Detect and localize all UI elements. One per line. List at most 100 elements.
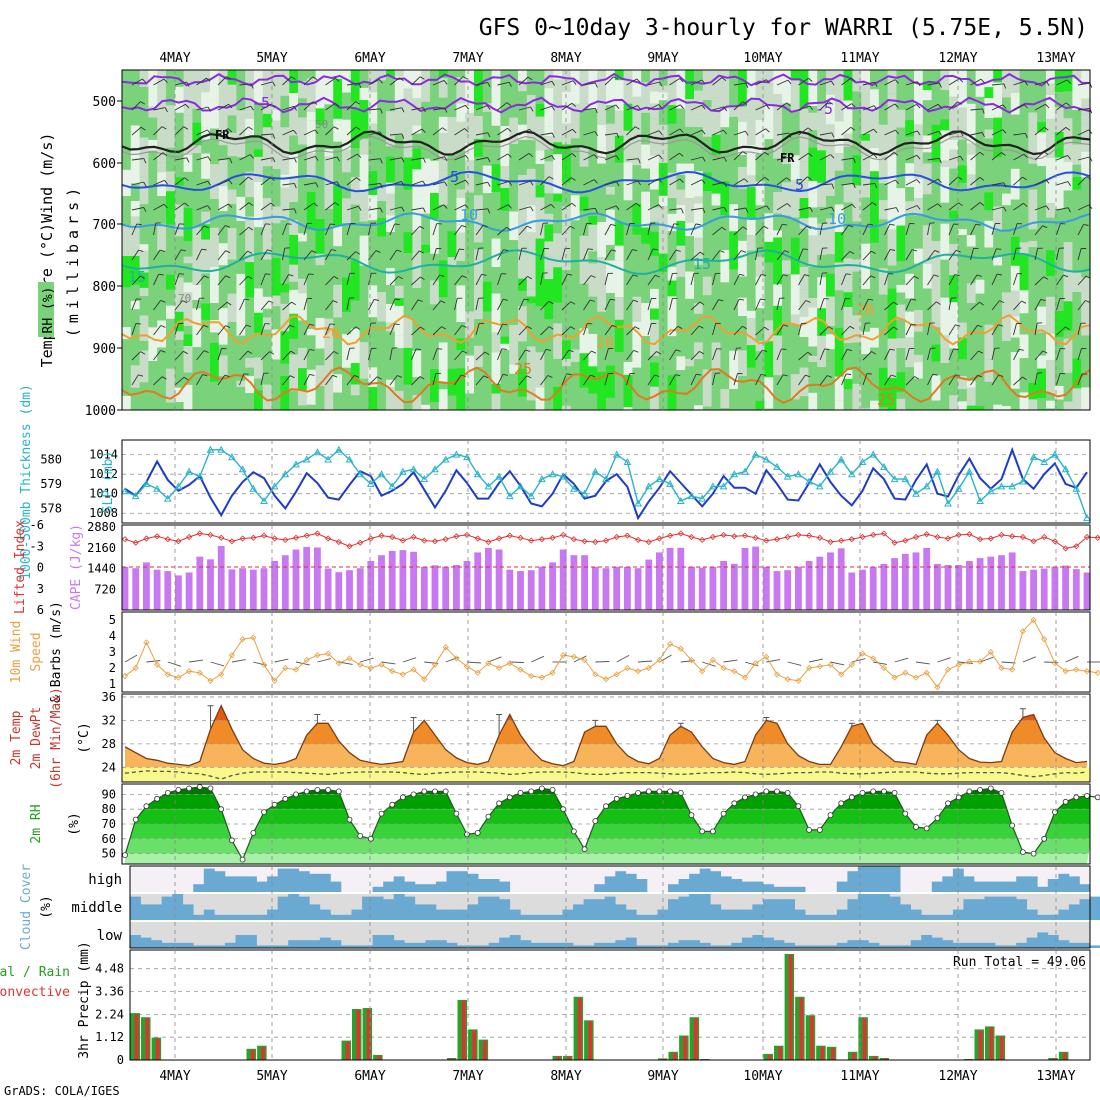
- cape-bar: [196, 556, 204, 610]
- thickness-marker: [986, 487, 995, 495]
- precip-tick-label: 2.24: [95, 1007, 124, 1021]
- wind-barb: [669, 78, 680, 86]
- wind-barb: [335, 102, 340, 107]
- wind-barb: [540, 132, 553, 136]
- cloud-bar: [161, 942, 173, 948]
- wind-barb: [721, 77, 727, 81]
- rh2m-marker: [613, 795, 620, 802]
- wind-barb: [847, 348, 853, 352]
- rh2m-marker: [699, 828, 706, 835]
- wind-barb: [272, 157, 276, 163]
- wind-barb: [355, 326, 361, 330]
- wind10m-marker: [624, 664, 631, 672]
- wind-barb: [1056, 181, 1069, 186]
- tick-label: 32: [102, 713, 116, 727]
- lifted-index-marker: [934, 533, 941, 541]
- wind10m-marker: [346, 655, 353, 662]
- wind-barb: [239, 202, 250, 211]
- wind-barb: [204, 275, 209, 279]
- wind-barb: [497, 226, 507, 236]
- rh2m-marker: [838, 800, 845, 807]
- wind-barb: [830, 80, 835, 86]
- cloud-bar: [573, 904, 584, 920]
- wind-barb: [626, 299, 634, 311]
- wind-barb: [669, 298, 673, 311]
- precip-convective-bar: [345, 1041, 350, 1060]
- wind-barb: [583, 131, 596, 136]
- wind-barb: [186, 81, 190, 87]
- wind-barb: [695, 223, 701, 226]
- wind-barb: [1056, 373, 1061, 386]
- wind-barb: [325, 323, 331, 336]
- wind-barb: [916, 130, 921, 136]
- cloud-bar: [763, 884, 774, 892]
- thickness-marker: [260, 496, 268, 504]
- wind10m-barb: [381, 661, 396, 665]
- temp2m-ylabel-a: 2m Temp: [9, 710, 24, 765]
- wind-barb: [932, 373, 938, 376]
- cloud-bar: [752, 881, 764, 892]
- wind-barb: [841, 325, 851, 336]
- wind-barb: [733, 325, 743, 336]
- thickness-marker: [559, 472, 568, 480]
- lifted-index-marker: [581, 538, 588, 545]
- lifted-index-marker: [1051, 538, 1058, 545]
- precip-tick-label: 1.12: [95, 1030, 124, 1044]
- wind-barb: [699, 301, 705, 306]
- wind-barb: [325, 156, 338, 161]
- wind10m-barb: [937, 657, 951, 663]
- wind10m-barb: [616, 655, 630, 663]
- wind-barb: [497, 127, 508, 136]
- wind10m-ylabel-speed: Speed: [29, 632, 44, 671]
- wind-barb: [174, 376, 185, 386]
- wind-barb: [518, 375, 528, 386]
- wind-barb: [389, 133, 402, 136]
- cloud-bar: [594, 899, 606, 920]
- wind-barb: [394, 298, 400, 301]
- wind-barb: [561, 202, 573, 211]
- wind-barb: [583, 248, 589, 261]
- cloud-bar: [668, 899, 679, 920]
- wind-barb: [497, 153, 509, 161]
- lifted-index-marker: [944, 535, 952, 542]
- precip-tick-label: 3.36: [95, 985, 124, 999]
- wind-barb: [927, 301, 937, 311]
- rh-band: [125, 853, 1090, 864]
- wind-barb: [712, 348, 717, 361]
- wind-barb: [551, 155, 555, 160]
- cape-frame: [121, 524, 1091, 611]
- lifted-index-marker: [773, 536, 781, 543]
- wind-barb: [487, 157, 491, 163]
- cape-bar: [1062, 565, 1069, 610]
- thickness-marker: [505, 492, 514, 500]
- rh2m-marker: [934, 815, 941, 821]
- wind-barb: [270, 202, 275, 207]
- thickness-marker: [313, 448, 322, 456]
- cloud-bar: [457, 909, 468, 920]
- wind-barb: [658, 204, 663, 209]
- wind-barb: [526, 225, 532, 229]
- wind-barb: [819, 298, 825, 311]
- wind-barb: [841, 349, 848, 361]
- wind10m-marker: [1062, 668, 1069, 675]
- wind-barb: [819, 223, 823, 236]
- wind10m-ylabel: 10m Wind: [9, 621, 24, 684]
- wind-barb: [153, 107, 166, 111]
- wind-barb: [658, 130, 663, 136]
- wind-barb: [249, 154, 254, 159]
- wind-barb: [647, 178, 659, 186]
- wind-barb: [239, 324, 247, 336]
- wind-barb: [464, 128, 469, 133]
- wind-barb: [702, 156, 706, 162]
- dewpoint-line: [124, 770, 1088, 780]
- wind-barb: [346, 223, 351, 236]
- top-date-label: 13MAY: [1036, 51, 1075, 66]
- wind-barb: [487, 82, 491, 88]
- lifted-index-marker: [282, 536, 289, 543]
- thickness-marker: [890, 475, 899, 483]
- wind-barb: [497, 249, 504, 261]
- lifted-index-marker: [453, 533, 460, 540]
- cape-bar: [656, 552, 663, 610]
- wind-barb: [850, 126, 856, 131]
- wind-barb: [788, 157, 792, 162]
